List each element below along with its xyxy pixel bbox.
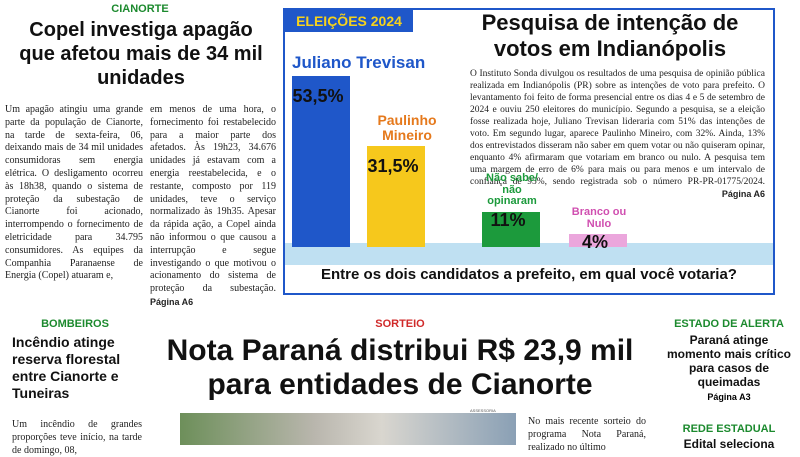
page-ref: Página A6 xyxy=(150,296,194,307)
category-label: Paulinho Mineiro xyxy=(377,111,437,143)
box-text: O Instituto Sonda divulgou os resultados… xyxy=(470,68,765,201)
chart: 53,5% Juliano Trevisan 31,5% Paulinho Minei… xyxy=(292,52,627,253)
category-label: Branco ou Nulo xyxy=(571,206,627,230)
headline: Edital seleciona xyxy=(683,437,775,451)
photo-credit: ASSESSORIA xyxy=(470,408,496,413)
text: O Instituto Sonda divulgou os resultados… xyxy=(470,69,765,187)
question: Entre os dois candidatos a prefeito, em … xyxy=(321,266,737,283)
page: CIANORTE Copel investiga apagão que afet… xyxy=(5,3,792,456)
body-text: No mais recente sorteio do programa Nota… xyxy=(528,416,646,453)
value-label: 31,5% xyxy=(367,156,419,177)
box-title: Pesquisa de intenção de votos em Indianó… xyxy=(481,10,739,61)
section-label: CIANORTE xyxy=(111,3,169,15)
value-label: 53,5% xyxy=(292,85,344,106)
headline: Nota Paraná distribui R$ 23,9 mil para e… xyxy=(166,334,634,401)
floor xyxy=(285,243,773,265)
photo xyxy=(180,413,516,445)
headline: Paraná atinge momento mais crítico para … xyxy=(666,333,792,389)
bar xyxy=(292,75,350,247)
body-text: Um apagão atingiu uma grande parte da po… xyxy=(5,104,143,282)
body-text: em menos de uma hora, o fornecimento foi… xyxy=(150,104,276,310)
headline: Incêndio atinge reserva florestal entre … xyxy=(12,334,121,401)
bar xyxy=(569,234,627,247)
section-label: BOMBEIROS xyxy=(41,318,109,330)
section-label: ESTADO DE ALERTA xyxy=(674,318,784,330)
section-label: SORTEIO xyxy=(375,318,425,330)
category-label: Não sabe/ não opinaram xyxy=(486,172,538,208)
body-text: Um incêndio de grandes proporções teve i… xyxy=(12,419,142,456)
bar xyxy=(482,211,540,247)
bar xyxy=(367,146,425,247)
text: em menos de uma hora, o fornecimento foi… xyxy=(150,104,276,295)
value-label: 4% xyxy=(581,232,608,253)
section-label: REDE ESTADUAL xyxy=(682,423,776,435)
page-ref: Página A6 xyxy=(721,189,765,199)
election-box xyxy=(283,8,775,295)
page-ref: Página A3 xyxy=(707,392,751,402)
category-label: Juliano Trevisan xyxy=(292,52,426,72)
headline: Copel investiga apagão que afetou mais d… xyxy=(19,19,263,89)
value-label: 11% xyxy=(490,209,526,230)
tag: ELEIÇÕES 2024 xyxy=(285,10,413,32)
